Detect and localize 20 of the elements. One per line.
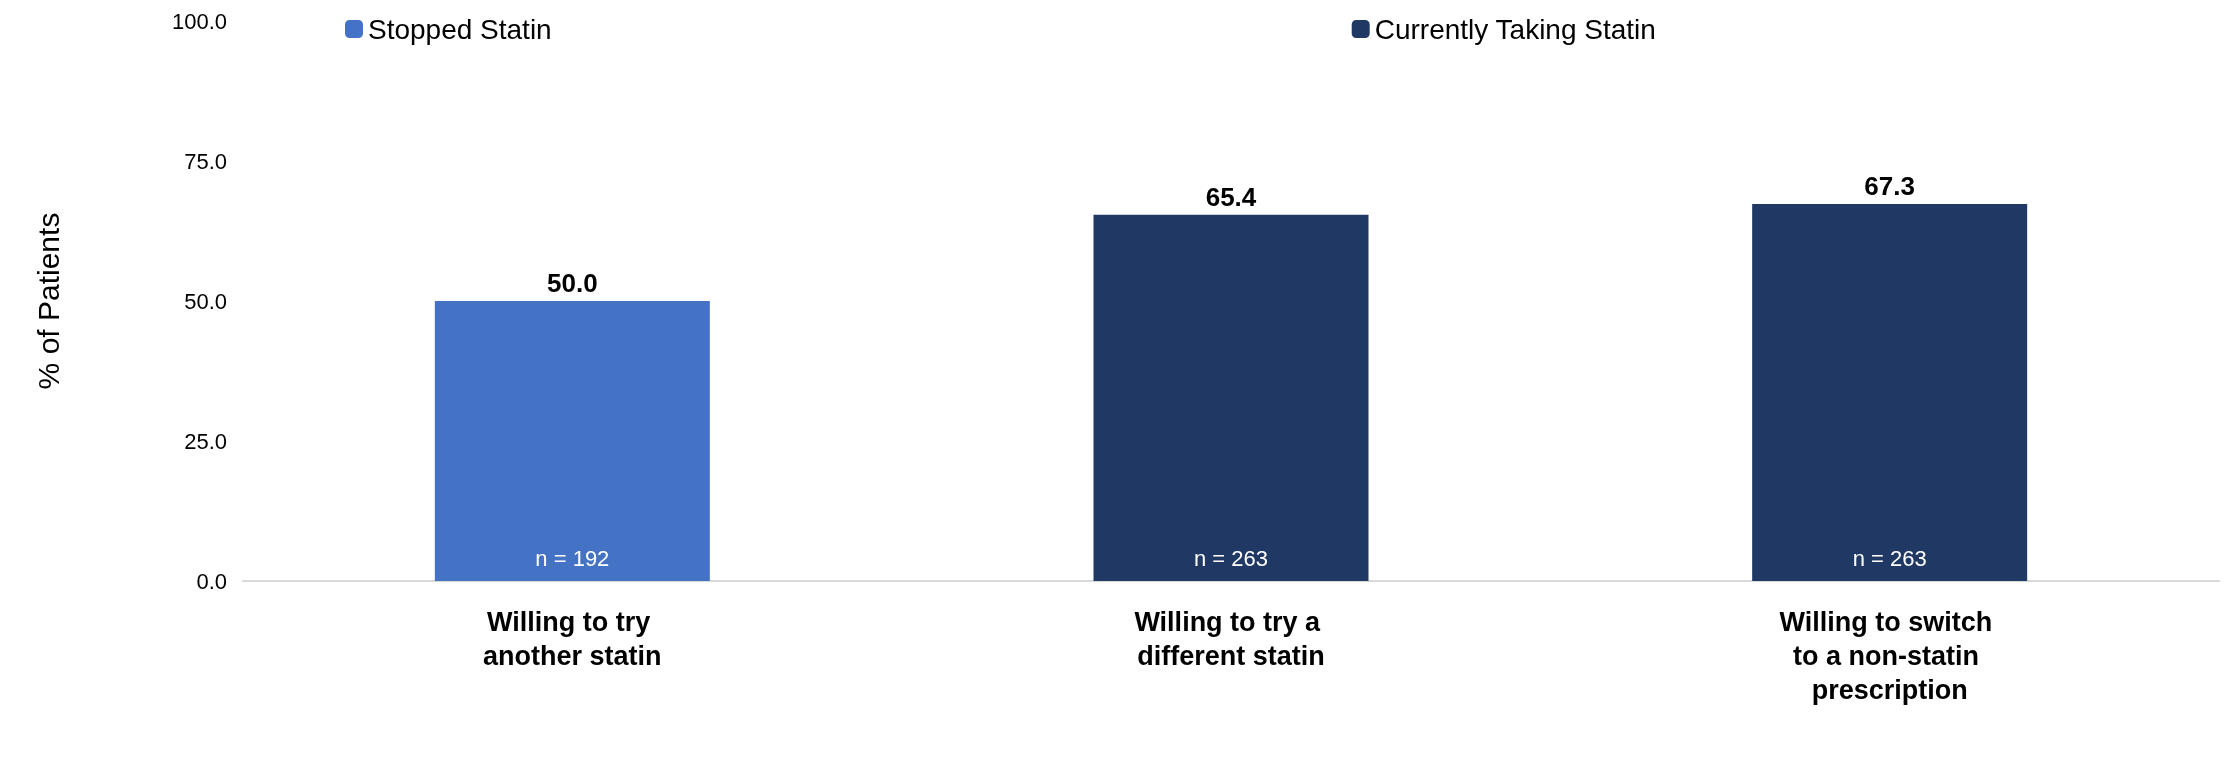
legend-label: Stopped Statin bbox=[368, 13, 552, 45]
data-label: 67.3 bbox=[1864, 171, 1915, 202]
y-axis-title: % of Patients bbox=[31, 212, 65, 390]
bar bbox=[1093, 214, 1369, 581]
y-tick-label: 25.0 bbox=[184, 428, 227, 454]
x-tick-label: Willing to try a different statin bbox=[1134, 607, 1328, 671]
data-label: 50.0 bbox=[547, 268, 598, 298]
legend-label: Currently Taking Statin bbox=[1374, 13, 1656, 45]
x-tick-label: Willing to try another statin bbox=[483, 607, 662, 671]
annotation: n = 192 bbox=[535, 545, 610, 571]
annotation: n = 263 bbox=[1852, 545, 1927, 571]
annotation: n = 263 bbox=[1193, 545, 1269, 571]
x-tick-label: Willing to switch to a non-statin prescription bbox=[1779, 607, 2000, 705]
y-tick-label: 100.0 bbox=[171, 8, 227, 34]
y-tick-label: 0.0 bbox=[196, 568, 227, 594]
bar bbox=[434, 301, 710, 581]
y-tick-label: 50.0 bbox=[184, 288, 227, 314]
y-tick-label: 75.0 bbox=[184, 148, 227, 174]
bar bbox=[1752, 204, 2028, 581]
data-label: 65.4 bbox=[1205, 181, 1257, 212]
